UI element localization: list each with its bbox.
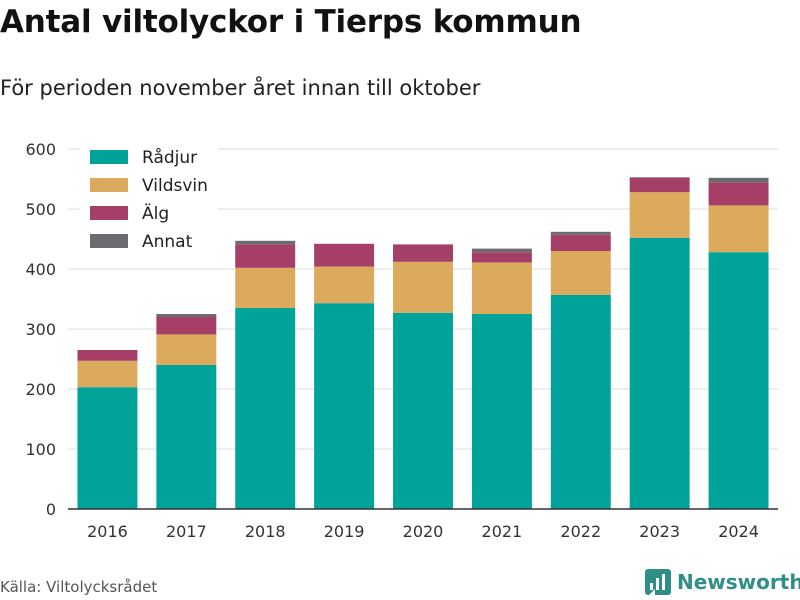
x-tick-label: 2016 — [87, 522, 128, 541]
x-tick-label: 2019 — [324, 522, 365, 541]
bar-segment — [156, 334, 217, 365]
bar-segment — [314, 303, 375, 509]
y-tick-label: 500 — [25, 200, 56, 219]
bar-segment — [471, 252, 532, 263]
y-tick-label: 0 — [46, 500, 56, 519]
y-tick-label: 400 — [25, 260, 56, 279]
bar-segment — [708, 252, 769, 509]
x-tick-label: 2024 — [718, 522, 759, 541]
bar-segment — [629, 237, 690, 510]
x-tick-label: 2023 — [639, 522, 680, 541]
chart-title: Antal viltolyckor i Tierps kommun — [0, 4, 582, 40]
bar-segment — [393, 312, 453, 509]
legend-label: Rådjur — [142, 147, 197, 168]
bar-segment — [77, 350, 138, 361]
legend-swatch — [90, 178, 128, 192]
bar-segment — [550, 251, 611, 295]
axes: 0 100 200 300 400 500 600 2016 2017 2018 2019 2020 2… — [25, 140, 778, 541]
x-tick-label: 2020 — [403, 522, 444, 541]
brand-logo[interactable]: Newsworthy — [645, 569, 800, 595]
legend-label: Vildsvin — [142, 176, 208, 196]
bars — [77, 177, 769, 510]
bar-segment — [77, 360, 138, 388]
bar-segment — [708, 205, 769, 253]
bar-segment — [550, 234, 611, 251]
bar-segment — [156, 317, 217, 335]
legend-swatch — [90, 234, 128, 248]
bar-segment — [550, 294, 611, 509]
bar-segment — [393, 244, 453, 262]
bar-segment — [708, 177, 769, 183]
bar-segment — [314, 266, 375, 304]
bar-segment — [235, 240, 296, 245]
bar-segment — [471, 314, 532, 509]
bar-segment — [235, 267, 296, 308]
y-tick-label: 100 — [25, 440, 56, 459]
source-note: Källa: Viltolycksrådet — [0, 578, 158, 596]
y-tick-label: 600 — [25, 140, 56, 159]
bar-segment — [629, 192, 690, 238]
legend-label: Annat — [142, 232, 193, 252]
bar-segment — [629, 177, 690, 193]
legend-swatch — [90, 150, 128, 164]
legend-label: Älg — [142, 203, 169, 224]
chart-subtitle: För perioden november året innan till ok… — [0, 76, 481, 100]
bar-segment — [156, 365, 217, 509]
bar-segment — [471, 248, 532, 253]
legend: Rådjur Vildsvin Älg Annat — [80, 140, 218, 258]
bar-segment — [708, 182, 769, 206]
bar-segment — [629, 177, 690, 178]
newsworthy-logo-icon — [645, 569, 671, 595]
y-tick-label: 200 — [25, 380, 56, 399]
bar-segment — [393, 261, 453, 313]
x-tick-label: 2021 — [482, 522, 523, 541]
x-tick-label: 2018 — [245, 522, 286, 541]
bar-segment — [156, 314, 217, 317]
bar-segment — [550, 231, 611, 235]
bar-segment — [314, 243, 375, 267]
bar-segment — [235, 308, 296, 509]
brand-name: Newsworthy — [677, 570, 800, 594]
bar-segment — [471, 262, 532, 314]
legend-swatch — [90, 206, 128, 220]
bar-segment — [235, 244, 296, 268]
x-tick-label: 2017 — [166, 522, 207, 541]
y-tick-label: 300 — [25, 320, 56, 339]
bar-segment — [77, 387, 138, 509]
x-tick-label: 2022 — [560, 522, 601, 541]
